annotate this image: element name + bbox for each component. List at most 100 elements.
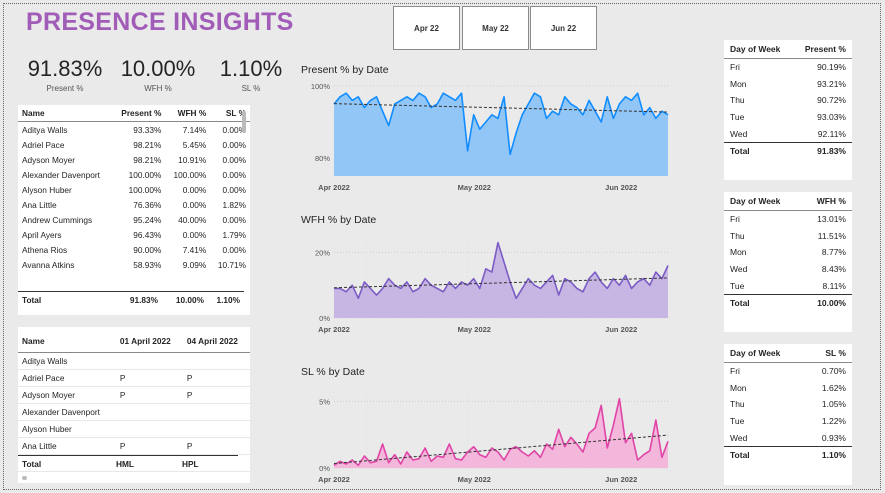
dow-present-row[interactable]: Mon 93.21% xyxy=(724,76,852,93)
dow-sl-total-row[interactable]: Total 1.10% xyxy=(724,445,852,464)
matrix-cell xyxy=(182,420,250,438)
name-table-row[interactable]: Andrew Cummings 95.24% 40.00% 0.00% xyxy=(18,212,250,227)
matrix-scrollbar[interactable] xyxy=(22,476,27,480)
matrix-col-apr04[interactable]: 04 April 2022 xyxy=(182,327,250,353)
dow-present-cell: 90.19% xyxy=(817,62,846,73)
name-table-cell: 0.00% xyxy=(222,169,246,180)
sl-series-line xyxy=(333,397,669,467)
present-x-tick-label: Apr 2022 xyxy=(318,183,350,192)
name-table-row[interactable]: Alexander Davenport 100.00% 100.00% 0.00% xyxy=(18,167,250,182)
dow-wfh-col-day[interactable]: Day of Week xyxy=(724,192,802,211)
name-table-scrollbar[interactable] xyxy=(242,111,246,133)
sl-trendline xyxy=(333,434,669,465)
col-wfh[interactable]: WFH % xyxy=(165,105,211,122)
name-table-row[interactable]: Adyson Moyer 98.21% 10.91% 0.00% xyxy=(18,152,250,167)
dow-wfh-row[interactable]: Wed 8.43% xyxy=(724,261,852,278)
dow-present-row[interactable]: Tue 93.03% xyxy=(724,109,852,126)
chart-sl[interactable]: 5% 0% Apr 2022 May 2022 Jun 2022 xyxy=(298,380,690,488)
chart-present[interactable]: 100% 80% Apr 2022 May 2022 Jun 2022 xyxy=(298,78,690,196)
matrix-row[interactable]: Ana Little P P xyxy=(18,437,250,455)
name-table-row[interactable]: Athena Rios 90.00% 7.41% 0.00% xyxy=(18,242,250,257)
dow-sl-cell: 1.05% xyxy=(821,399,846,410)
matrix-row[interactable]: Alyson Huber xyxy=(18,420,250,438)
chart-wfh[interactable]: 20% 0% Apr 2022 May 2022 Jun 2022 xyxy=(298,228,690,338)
sl-x-tick-label: May 2022 xyxy=(458,475,491,484)
name-table-cell: 95.24% xyxy=(133,214,162,225)
slicer-may[interactable]: May 22 xyxy=(462,6,529,50)
dow-sl-cell: 0.70% xyxy=(821,366,846,377)
matrix-row[interactable]: Adriel Pace P P xyxy=(18,369,250,387)
dow-sl-row[interactable]: Thu 1.05% xyxy=(724,396,852,413)
name-table-cell: 98.21% xyxy=(133,139,162,150)
name-table-row[interactable]: Alyson Huber 100.00% 0.00% 0.00% xyxy=(18,182,250,197)
dow-sl-cell: Wed xyxy=(730,432,748,443)
dow-sl-row[interactable]: Fri 0.70% xyxy=(724,363,852,380)
name-table-cell: Aditya Walls xyxy=(22,124,68,135)
slicer-apr[interactable]: Apr 22 xyxy=(393,6,460,50)
matrix-row[interactable]: Alexander Davenport xyxy=(18,403,250,421)
dow-present-col-day[interactable]: Day of Week xyxy=(724,40,794,59)
matrix-cell: Adyson Moyer xyxy=(18,386,116,404)
name-table-cell: 90.00% xyxy=(133,244,162,255)
name-table-row[interactable]: Ana Little 76.36% 0.00% 1.82% xyxy=(18,197,250,212)
total-wfh: 10.00% xyxy=(162,291,208,307)
col-present[interactable]: Present % xyxy=(112,105,166,122)
matrix-row[interactable]: Adyson Moyer P P xyxy=(18,386,250,404)
name-table-row[interactable]: Avanna Atkins 58.93% 9.09% 10.71% xyxy=(18,257,250,272)
name-table-cell: 10.71% xyxy=(217,259,246,270)
dow-present-cell: 91.83% xyxy=(793,141,852,160)
chart-sl-title: SL % by Date xyxy=(301,366,365,378)
dow-present-row[interactable]: Fri 90.19% xyxy=(724,59,852,76)
dow-wfh-row[interactable]: Tue 8.11% xyxy=(724,277,852,294)
dow-wfh-table: Day of Week WFH % Fri 13.01% Thu 11.51% Mon 8… xyxy=(724,192,852,312)
col-name[interactable]: Name xyxy=(18,105,113,122)
matrix-cell: Ana Little xyxy=(18,437,116,455)
matrix-total: Total HML HPL xyxy=(18,455,238,471)
matrix-cell: Alexander Davenport xyxy=(18,403,116,421)
dow-present-total-row[interactable]: Total 91.83% xyxy=(724,141,852,160)
dow-sl-table: Day of Week SL % Fri 0.70% Mon 1.62% Thu 1.05… xyxy=(724,344,852,464)
name-table-cell: 0.00% xyxy=(222,139,246,150)
name-table-cell: 0.00% xyxy=(222,154,246,165)
name-table-row[interactable]: April Ayers 96.43% 0.00% 1.79% xyxy=(18,227,250,242)
dow-wfh-col-value[interactable]: WFH % xyxy=(801,192,852,211)
matrix-col-apr01[interactable]: 01 April 2022 xyxy=(115,327,183,353)
present-trendline xyxy=(333,103,669,113)
dow-sl-panel: Day of Week SL % Fri 0.70% Mon 1.62% Thu 1.05… xyxy=(724,344,852,485)
dow-present-row[interactable]: Thu 90.72% xyxy=(724,92,852,109)
dow-present-row[interactable]: Wed 92.11% xyxy=(724,125,852,142)
page-title: PRESENCE INSIGHTS xyxy=(26,8,294,36)
matrix-cell xyxy=(115,352,183,370)
slicer-jun[interactable]: Jun 22 xyxy=(530,6,597,50)
name-table-cell: 1.82% xyxy=(222,199,246,210)
name-table-cell: 9.09% xyxy=(182,259,207,270)
dow-sl-col-value[interactable]: SL % xyxy=(805,344,852,363)
dow-sl-row[interactable]: Tue 1.22% xyxy=(724,413,852,430)
dow-wfh-row[interactable]: Mon 8.77% xyxy=(724,244,852,261)
dow-wfh-total-row[interactable]: Total 10.00% xyxy=(724,293,852,312)
dow-sl-cell: 1.10% xyxy=(805,445,852,464)
name-table-cell: 100.00% xyxy=(173,169,207,180)
wfh-x-tick-label: Jun 2022 xyxy=(605,325,637,334)
sl-y-tick-label: 5% xyxy=(319,397,330,406)
name-table: Name Present % WFH % SL % Aditya Walls 93… xyxy=(18,105,250,272)
matrix-col-name[interactable]: Name xyxy=(18,327,116,353)
wfh-trendline xyxy=(333,277,669,289)
present-y-tick-label: 80% xyxy=(315,154,330,163)
name-table-row[interactable]: Adriel Pace 98.21% 5.45% 0.00% xyxy=(18,137,250,152)
matrix-cell: P xyxy=(182,437,250,455)
dow-sl-row[interactable]: Wed 0.93% xyxy=(724,429,852,446)
dow-wfh-row[interactable]: Thu 11.51% xyxy=(724,228,852,245)
dow-sl-cell: Fri xyxy=(730,366,740,377)
dow-present-col-value[interactable]: Present % xyxy=(793,40,852,59)
matrix-row[interactable]: Aditya Walls xyxy=(18,352,250,370)
name-table-row[interactable]: Aditya Walls 93.33% 7.14% 0.00% xyxy=(18,122,250,138)
dow-sl-row[interactable]: Mon 1.62% xyxy=(724,380,852,397)
dow-present-cell: Mon xyxy=(730,78,747,89)
dow-wfh-row[interactable]: Fri 13.01% xyxy=(724,211,852,228)
matrix-cell: P xyxy=(182,386,250,404)
dow-sl-col-day[interactable]: Day of Week xyxy=(724,344,806,363)
name-table-cell: April Ayers xyxy=(22,229,62,240)
dow-present-cell: Fri xyxy=(730,62,740,73)
col-sl[interactable]: SL % xyxy=(210,105,250,122)
